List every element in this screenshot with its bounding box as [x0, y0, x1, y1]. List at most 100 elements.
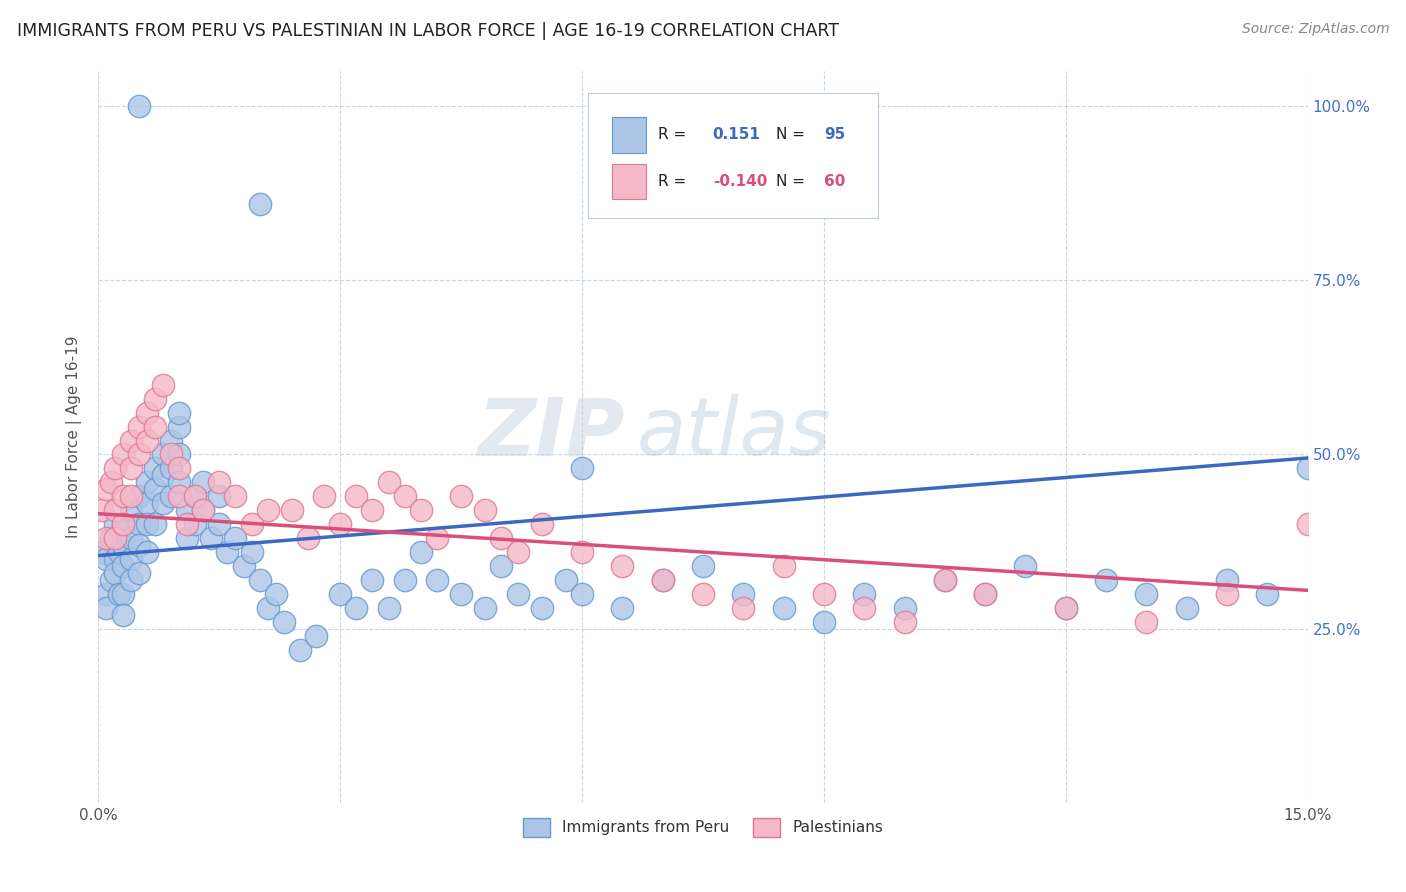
- Text: -0.140: -0.140: [713, 174, 768, 188]
- Point: [143, 419, 166, 434]
- Point: [273, 615, 295, 629]
- Text: IMMIGRANTS FROM PERU VS PALESTINIAN IN LABOR FORCE | AGE 16-19 CORRELATION CHART: IMMIGRANTS FROM PERU VS PALESTINIAN IN L…: [17, 22, 839, 40]
- Point: [1296, 517, 1319, 532]
- Point: [91, 545, 114, 559]
- Point: [120, 434, 142, 448]
- Point: [571, 545, 593, 559]
- Point: [1054, 600, 1077, 615]
- Point: [135, 517, 157, 532]
- Point: [128, 99, 150, 113]
- Point: [160, 461, 183, 475]
- Point: [167, 489, 190, 503]
- Point: [314, 489, 336, 503]
- Point: [506, 587, 529, 601]
- Point: [143, 461, 166, 475]
- Point: [571, 587, 593, 601]
- Point: [135, 475, 157, 490]
- Point: [474, 503, 496, 517]
- Text: atlas: atlas: [637, 394, 831, 473]
- Point: [264, 587, 287, 601]
- Text: N =: N =: [776, 128, 804, 143]
- Point: [297, 531, 319, 545]
- Point: [329, 517, 352, 532]
- Point: [361, 503, 384, 517]
- Point: [120, 461, 142, 475]
- Point: [281, 503, 304, 517]
- Point: [772, 558, 794, 573]
- Point: [224, 489, 246, 503]
- Point: [1095, 573, 1118, 587]
- FancyBboxPatch shape: [613, 118, 647, 153]
- Point: [1256, 587, 1278, 601]
- Point: [1216, 587, 1239, 601]
- Point: [103, 517, 125, 532]
- Point: [111, 448, 134, 462]
- Text: ZIP: ZIP: [477, 394, 624, 473]
- Point: [193, 503, 215, 517]
- Point: [733, 600, 755, 615]
- Point: [208, 475, 231, 490]
- Point: [377, 475, 399, 490]
- Point: [1014, 558, 1036, 573]
- Point: [651, 573, 673, 587]
- Point: [692, 558, 714, 573]
- Point: [240, 545, 263, 559]
- Point: [167, 448, 190, 462]
- Point: [111, 517, 134, 532]
- Point: [530, 600, 553, 615]
- Point: [128, 419, 150, 434]
- Point: [692, 587, 714, 601]
- Point: [193, 503, 215, 517]
- Point: [426, 531, 449, 545]
- Point: [128, 489, 150, 503]
- Point: [152, 448, 174, 462]
- Point: [772, 600, 794, 615]
- Point: [152, 468, 174, 483]
- Point: [217, 545, 239, 559]
- Point: [96, 600, 118, 615]
- Point: [143, 517, 166, 532]
- Point: [305, 629, 328, 643]
- Point: [167, 461, 190, 475]
- Point: [240, 517, 263, 532]
- Text: 95: 95: [824, 128, 845, 143]
- Point: [1216, 573, 1239, 587]
- Point: [103, 531, 125, 545]
- Point: [813, 615, 835, 629]
- Point: [135, 496, 157, 510]
- Text: 0.151: 0.151: [713, 128, 761, 143]
- Point: [409, 503, 432, 517]
- Point: [107, 545, 129, 559]
- Point: [377, 600, 399, 615]
- Point: [176, 531, 198, 545]
- Point: [555, 573, 578, 587]
- Point: [344, 489, 367, 503]
- Point: [96, 483, 118, 497]
- Point: [120, 573, 142, 587]
- Text: R =: R =: [658, 174, 686, 188]
- Y-axis label: In Labor Force | Age 16-19: In Labor Force | Age 16-19: [66, 335, 83, 539]
- Point: [974, 587, 997, 601]
- Point: [160, 448, 183, 462]
- Point: [143, 392, 166, 406]
- Point: [450, 587, 472, 601]
- Point: [409, 545, 432, 559]
- Point: [160, 489, 183, 503]
- Point: [184, 517, 207, 532]
- Point: [111, 489, 134, 503]
- Point: [394, 489, 416, 503]
- Point: [612, 600, 634, 615]
- Point: [450, 489, 472, 503]
- Point: [120, 489, 142, 503]
- Point: [208, 489, 231, 503]
- Point: [128, 538, 150, 552]
- Point: [256, 503, 278, 517]
- Point: [288, 642, 311, 657]
- Point: [167, 475, 190, 490]
- Text: R =: R =: [658, 128, 686, 143]
- Point: [934, 573, 956, 587]
- Point: [111, 517, 134, 532]
- Point: [361, 573, 384, 587]
- Point: [120, 552, 142, 566]
- Point: [100, 573, 122, 587]
